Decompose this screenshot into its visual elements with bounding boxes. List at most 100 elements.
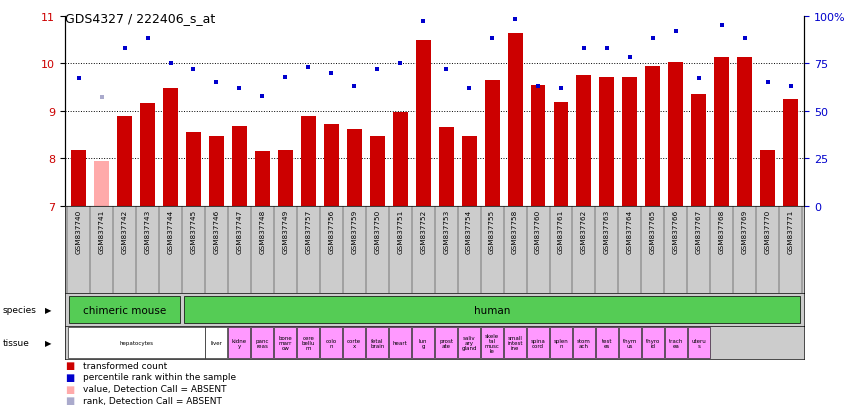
Text: skele
tal
musc
le: skele tal musc le [484,333,499,353]
Bar [366,327,388,358]
Text: uteru
s: uteru s [691,338,706,348]
Text: human: human [474,305,510,315]
Text: GSM837743: GSM837743 [144,209,151,253]
Text: GSM837740: GSM837740 [75,209,81,253]
Text: corte
x: corte x [347,338,362,348]
Bar [554,103,568,206]
Text: GSM837758: GSM837758 [512,209,518,253]
Text: GSM837760: GSM837760 [535,209,541,253]
Text: kidne
y: kidne y [232,338,247,348]
Bar [760,150,775,206]
Text: thyro
id: thyro id [645,338,660,348]
Bar [737,58,753,206]
Bar [550,327,572,358]
Bar [343,327,365,358]
Bar [71,150,87,206]
Text: test
es: test es [602,338,612,348]
Text: panc
reas: panc reas [256,338,269,348]
Text: saliv
ary
gland: saliv ary gland [461,335,477,350]
Text: GSM837770: GSM837770 [765,209,771,253]
Text: GSM837761: GSM837761 [558,209,564,253]
Bar [140,103,155,206]
Text: GSM837747: GSM837747 [236,209,242,253]
Text: tissue: tissue [3,338,29,347]
Text: ■: ■ [65,395,74,405]
Text: value, Detection Call = ABSENT: value, Detection Call = ABSENT [83,384,227,393]
Text: GSM837757: GSM837757 [305,209,311,253]
Text: GSM837769: GSM837769 [741,209,747,253]
Text: GSM837750: GSM837750 [375,209,381,253]
Text: GSM837749: GSM837749 [282,209,288,253]
Text: bone
marr
ow: bone marr ow [279,335,292,350]
Bar [623,77,638,206]
Bar [691,95,706,206]
Text: GSM837752: GSM837752 [420,209,426,253]
Text: GSM837768: GSM837768 [719,209,725,253]
Bar [439,128,453,206]
Text: GSM837759: GSM837759 [351,209,357,253]
Text: rank, Detection Call = ABSENT: rank, Detection Call = ABSENT [83,396,222,405]
Text: ■: ■ [65,384,74,394]
Bar [274,327,297,358]
Text: GSM837748: GSM837748 [260,209,266,253]
Bar [412,327,434,358]
Bar [186,133,201,206]
Text: GSM837766: GSM837766 [673,209,679,253]
Bar [596,327,618,358]
Text: GSM837771: GSM837771 [788,209,794,253]
Bar [783,100,798,206]
Bar [232,127,247,206]
Text: GSM837763: GSM837763 [604,209,610,253]
Bar [618,327,641,358]
Text: GSM837754: GSM837754 [466,209,472,253]
Bar [117,117,132,206]
Text: GSM837745: GSM837745 [190,209,196,253]
Bar [324,125,339,206]
Bar [206,327,227,358]
Text: transformed count: transformed count [83,361,167,370]
Bar [252,327,273,358]
Text: stom
ach: stom ach [577,338,591,348]
Bar [435,327,458,358]
Text: GDS4327 / 222406_s_at: GDS4327 / 222406_s_at [65,12,215,25]
Bar [369,137,385,206]
Text: GSM837744: GSM837744 [168,209,174,253]
Text: heart: heart [393,340,407,345]
Text: cere
bellu
m: cere bellu m [302,335,315,350]
Text: ▶: ▶ [45,305,52,314]
Text: spina
cord: spina cord [530,338,546,348]
Text: ■: ■ [65,361,74,370]
Text: ■: ■ [65,372,74,382]
Text: hepatocytes: hepatocytes [119,340,153,345]
Bar [642,327,663,358]
Text: GSM837741: GSM837741 [99,209,105,253]
Text: prost
ate: prost ate [439,338,453,348]
Bar [163,89,178,206]
Text: GSM837762: GSM837762 [581,209,587,253]
Text: thym
us: thym us [623,338,638,348]
Bar [347,130,362,206]
Bar [209,137,224,206]
Text: percentile rank within the sample: percentile rank within the sample [83,373,236,382]
Bar [481,327,503,358]
Bar [484,81,500,206]
Bar [527,327,549,358]
Bar [530,85,546,206]
Text: GSM837756: GSM837756 [329,209,334,253]
Text: GSM837751: GSM837751 [397,209,403,253]
Bar [184,296,800,324]
Text: GSM837755: GSM837755 [489,209,495,253]
Bar [67,327,204,358]
Text: GSM837765: GSM837765 [650,209,656,253]
Bar [416,41,431,207]
Bar [255,152,270,206]
Bar [301,117,316,206]
Bar [69,296,180,324]
Text: trach
ea: trach ea [669,338,683,348]
Text: chimeric mouse: chimeric mouse [83,305,166,315]
Text: colo
n: colo n [326,338,337,348]
Bar [462,136,477,206]
Text: species: species [3,305,36,314]
Bar [504,327,526,358]
Text: splen
n: splen n [554,338,568,348]
